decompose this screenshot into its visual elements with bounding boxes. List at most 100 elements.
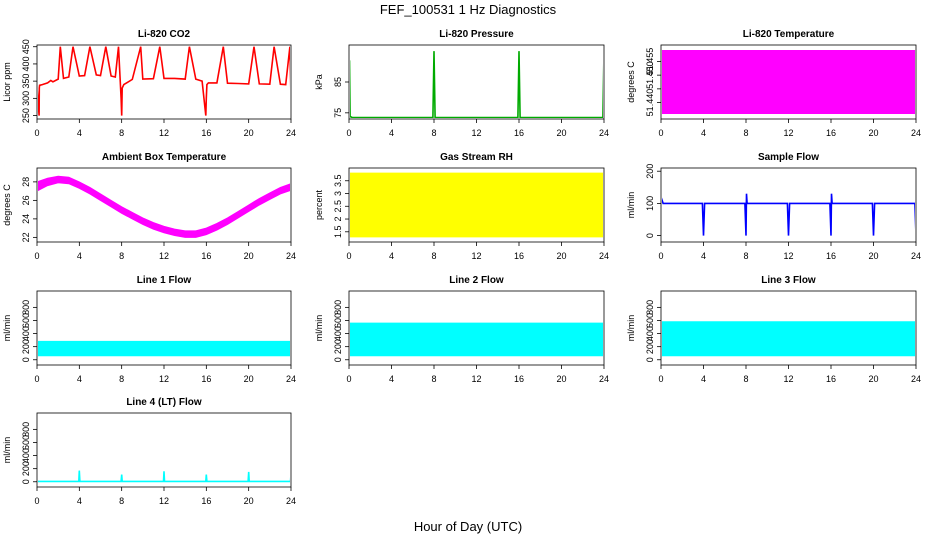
series-line xyxy=(662,193,915,236)
x-tick-label: 0 xyxy=(34,374,39,384)
x-tick-label: 12 xyxy=(783,128,793,138)
y-tick-label: 600 xyxy=(333,313,343,328)
panel-title: Li-820 Temperature xyxy=(743,29,835,40)
panel-title: Li-820 CO2 xyxy=(138,29,191,40)
x-tick-label: 12 xyxy=(471,251,481,261)
x-tick-label: 20 xyxy=(244,374,254,384)
y-axis-label: ml/min xyxy=(314,315,324,342)
x-tick-label: 4 xyxy=(701,251,706,261)
data-series xyxy=(38,470,290,483)
panel-3: Li-820 Temperature degrees C 0 4 8 12 16 20 24 51… xyxy=(626,29,921,138)
x-tick-label: 8 xyxy=(743,374,748,384)
x-tick-label: 8 xyxy=(119,128,124,138)
y-tick-label: 400 xyxy=(21,56,31,71)
y-tick-label: 200 xyxy=(21,461,31,476)
x-tick-label: 4 xyxy=(389,251,394,261)
x-tick-label: 12 xyxy=(783,374,793,384)
x-tick-label: 16 xyxy=(514,251,524,261)
y-tick-label: 400 xyxy=(21,448,31,463)
data-series xyxy=(350,172,603,238)
y-tick-label: 400 xyxy=(333,326,343,341)
series-band xyxy=(38,175,290,238)
x-tick-label: 8 xyxy=(743,128,748,138)
x-tick-label: 20 xyxy=(556,128,566,138)
y-tick-label: 800 xyxy=(21,300,31,315)
data-series xyxy=(38,340,290,357)
series-band xyxy=(38,340,290,357)
panel-title: Sample Flow xyxy=(758,152,819,163)
x-tick-label: 4 xyxy=(389,128,394,138)
panel-9: Line 3 Flow ml/min 0 4 8 12 16 20 24 0 20040060080… xyxy=(626,275,921,384)
x-tick-label: 24 xyxy=(911,128,921,138)
y-tick-label: 1.5 xyxy=(333,226,343,239)
y-axis-label: degrees C xyxy=(2,184,12,226)
y-axis-label: ml/min xyxy=(2,437,12,464)
figure-x-axis-label: Hour of Day (UTC) xyxy=(414,519,522,534)
series-line xyxy=(38,46,290,116)
x-tick-label: 4 xyxy=(701,374,706,384)
x-tick-label: 12 xyxy=(783,251,793,261)
panel-title: Line 4 (LT) Flow xyxy=(126,397,202,408)
x-tick-label: 4 xyxy=(77,251,82,261)
x-tick-label: 8 xyxy=(119,374,124,384)
x-tick-label: 12 xyxy=(471,374,481,384)
series-band xyxy=(350,172,603,238)
x-tick-label: 12 xyxy=(159,128,169,138)
y-tick-label: 51.440 xyxy=(645,89,655,117)
x-tick-label: 16 xyxy=(826,251,836,261)
x-tick-label: 4 xyxy=(77,128,82,138)
x-tick-label: 8 xyxy=(431,251,436,261)
y-tick-label: 200 xyxy=(333,339,343,354)
series-line xyxy=(38,470,290,483)
x-tick-label: 24 xyxy=(599,251,609,261)
x-tick-label: 8 xyxy=(119,496,124,506)
x-tick-label: 20 xyxy=(244,251,254,261)
series-line xyxy=(350,51,603,118)
x-tick-label: 24 xyxy=(599,128,609,138)
x-tick-label: 4 xyxy=(77,496,82,506)
y-axis-label: degrees C xyxy=(626,61,636,103)
panel-10: Line 4 (LT) Flow ml/min 0 4 8 12 16 20 24 0 200400… xyxy=(2,397,296,506)
x-tick-label: 4 xyxy=(389,374,394,384)
panel-title: Ambient Box Temperature xyxy=(102,152,227,163)
x-tick-label: 8 xyxy=(119,251,124,261)
x-tick-label: 16 xyxy=(201,128,211,138)
y-tick-label: 250 xyxy=(21,108,31,123)
y-axis-label: ml/min xyxy=(626,192,636,219)
data-series xyxy=(662,50,915,114)
x-tick-label: 0 xyxy=(346,251,351,261)
x-tick-label: 24 xyxy=(911,251,921,261)
panel-6: Sample Flow ml/min 0 4 8 12 16 20 24 0 100 200 xyxy=(626,152,921,261)
x-tick-label: 12 xyxy=(159,251,169,261)
x-tick-label: 24 xyxy=(286,128,296,138)
panel-title: Line 1 Flow xyxy=(137,275,192,286)
y-tick-label: 0 xyxy=(21,479,31,484)
x-tick-label: 16 xyxy=(514,374,524,384)
panel-title: Line 3 Flow xyxy=(761,275,816,286)
x-tick-label: 0 xyxy=(658,128,663,138)
y-axis-label: Licor ppm xyxy=(2,62,12,102)
panel-7: Line 1 Flow ml/min 0 4 8 12 16 20 24 0 20040060080… xyxy=(2,275,296,384)
y-tick-label: 3.5 xyxy=(333,175,343,188)
y-tick-label: 100 xyxy=(645,196,655,211)
x-tick-label: 8 xyxy=(431,128,436,138)
panel-8: Line 2 Flow ml/min 0 4 8 12 16 20 24 0 20040060080… xyxy=(314,275,609,384)
data-series xyxy=(350,51,603,118)
data-series xyxy=(662,193,915,236)
data-series xyxy=(38,46,290,116)
y-tick-label: 0 xyxy=(333,357,343,362)
x-tick-label: 16 xyxy=(826,128,836,138)
y-tick-label: 51.455 xyxy=(645,48,655,76)
y-tick-label: 800 xyxy=(21,422,31,437)
x-tick-label: 8 xyxy=(431,374,436,384)
y-tick-label: 26 xyxy=(21,195,31,205)
series-band xyxy=(350,322,603,357)
x-tick-label: 12 xyxy=(159,374,169,384)
x-tick-label: 4 xyxy=(701,128,706,138)
x-tick-label: 24 xyxy=(911,374,921,384)
panel-title: Line 2 Flow xyxy=(449,275,504,286)
y-tick-label: 450 xyxy=(21,39,31,54)
y-tick-label: 400 xyxy=(21,326,31,341)
